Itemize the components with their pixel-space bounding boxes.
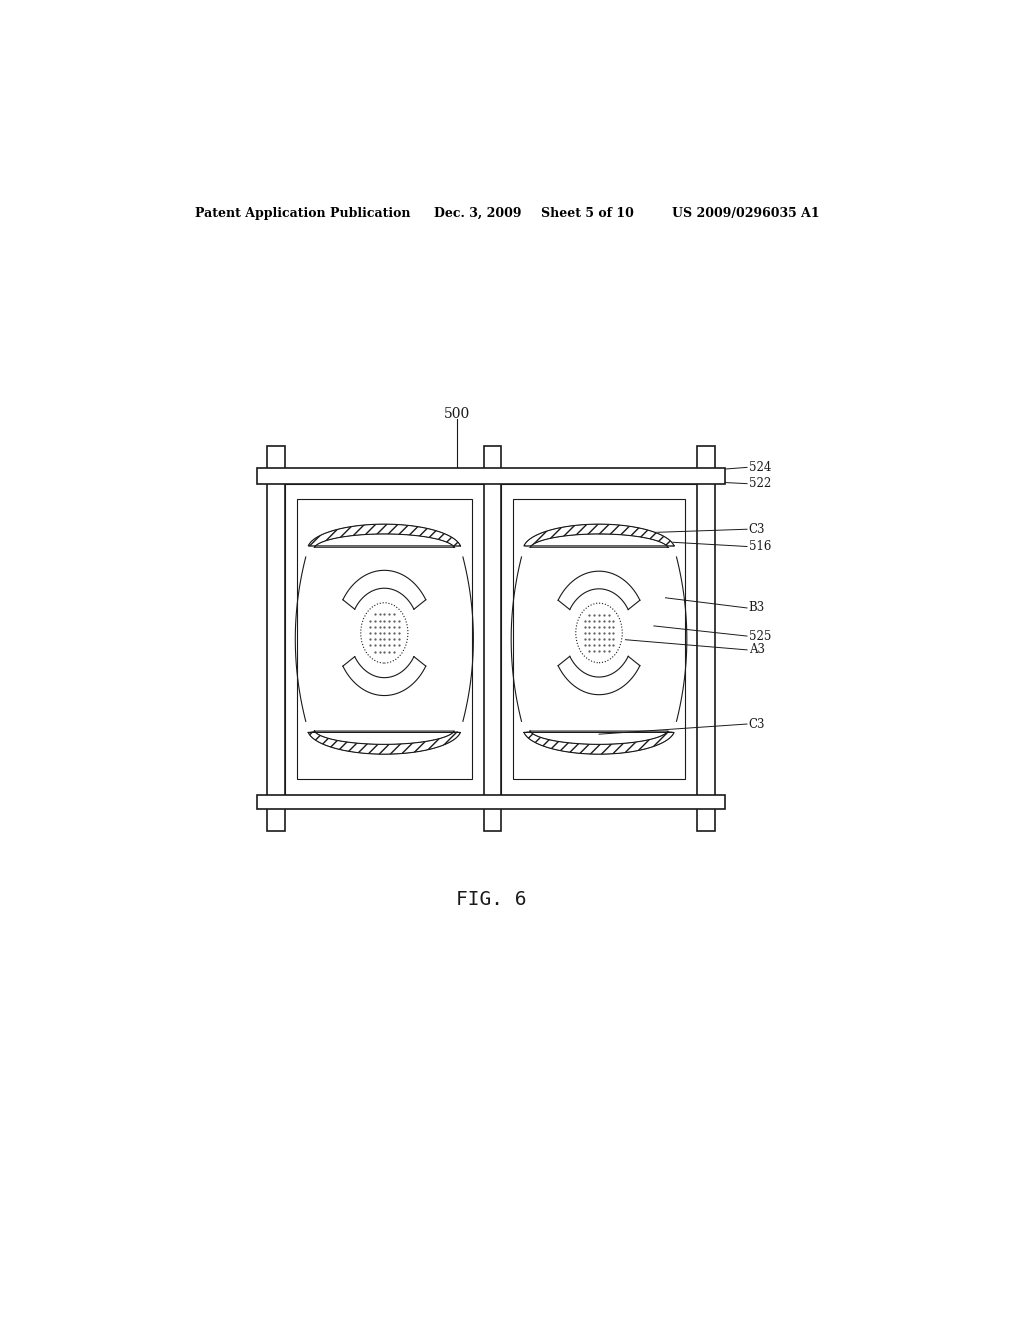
Bar [483, 446, 501, 832]
Polygon shape [524, 731, 674, 754]
Text: C3: C3 [749, 718, 765, 730]
Bar [501, 483, 697, 795]
Text: B3: B3 [749, 602, 765, 614]
Bar [285, 483, 483, 795]
Polygon shape [308, 524, 461, 548]
Polygon shape [308, 731, 461, 754]
Bar [257, 469, 725, 483]
Text: FIG. 6: FIG. 6 [456, 891, 526, 909]
Bar [697, 446, 715, 832]
Text: 525: 525 [749, 630, 771, 643]
Text: A3: A3 [749, 643, 765, 656]
Text: Dec. 3, 2009: Dec. 3, 2009 [433, 207, 521, 220]
Bar [257, 795, 725, 809]
Polygon shape [524, 524, 674, 548]
Bar [267, 446, 285, 832]
Bar [513, 499, 685, 779]
Text: Patent Application Publication: Patent Application Publication [196, 207, 411, 220]
Text: US 2009/0296035 A1: US 2009/0296035 A1 [672, 207, 819, 220]
Circle shape [360, 603, 408, 663]
Text: 522: 522 [749, 477, 771, 490]
Text: Sheet 5 of 10: Sheet 5 of 10 [541, 207, 634, 220]
Text: 516: 516 [749, 540, 771, 553]
Text: 500: 500 [444, 407, 470, 421]
Circle shape [575, 603, 623, 663]
Bar [297, 499, 472, 779]
Text: 524: 524 [749, 461, 771, 474]
Text: C3: C3 [749, 523, 765, 536]
